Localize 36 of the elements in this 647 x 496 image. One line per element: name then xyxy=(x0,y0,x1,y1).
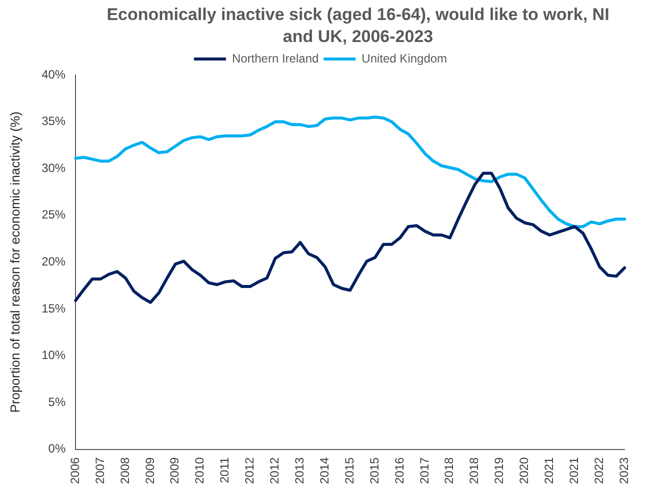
y-tick-label: 10% xyxy=(42,348,66,362)
x-tick-label: 2015 xyxy=(342,456,356,484)
x-tick-label: 2018 xyxy=(467,456,482,484)
x-tick-label: 2010 xyxy=(192,456,207,484)
x-tick-label: 2017 xyxy=(417,456,432,484)
y-tick-label: 15% xyxy=(42,301,66,316)
y-tick-label: 25% xyxy=(42,208,66,222)
x-tick-label: 2021 xyxy=(542,456,556,484)
x-tick-label: 2022 xyxy=(592,456,606,484)
chart-title: Economically inactive sick (aged 16-64), would like to work, NI and UK, 2006-2023 xyxy=(106,4,610,48)
y-tick-label: 5% xyxy=(48,394,66,409)
x-tick-label: 2007 xyxy=(92,456,107,484)
x-tick-label: 2009 xyxy=(168,456,182,484)
x-tick-label: 2021 xyxy=(567,456,582,484)
x-tick-label: 2020 xyxy=(517,456,532,484)
x-tick-label: 2018 xyxy=(442,456,456,484)
x-tick-label: 2008 xyxy=(118,456,132,484)
x-tick-label: 2013 xyxy=(292,456,307,484)
x-tick-label: 2011 xyxy=(218,456,232,484)
legend-label: United Kingdom xyxy=(362,51,448,66)
x-tick-label: 2015 xyxy=(367,456,382,484)
x-tick-label: 2006 xyxy=(68,456,82,484)
x-tick-label: 2023 xyxy=(616,456,631,484)
y-tick-label: 20% xyxy=(42,254,66,268)
y-axis-title: Proportion of total reason for economic inactivity (%) xyxy=(7,111,22,413)
x-tick-label: 2016 xyxy=(392,456,406,484)
y-tick-label: 40% xyxy=(42,67,66,82)
y-tick-label: 0% xyxy=(48,442,66,456)
x-tick-label: 2019 xyxy=(492,456,506,484)
x-tick-label: 2009 xyxy=(142,456,157,484)
y-tick-label: 30% xyxy=(42,160,66,175)
x-tick-label: 2012 xyxy=(268,456,282,484)
y-tick-label: 35% xyxy=(42,114,66,128)
x-tick-label: 2014 xyxy=(317,456,332,484)
x-tick-label: 2012 xyxy=(242,456,257,484)
legend-label: Northern Ireland xyxy=(232,51,319,66)
